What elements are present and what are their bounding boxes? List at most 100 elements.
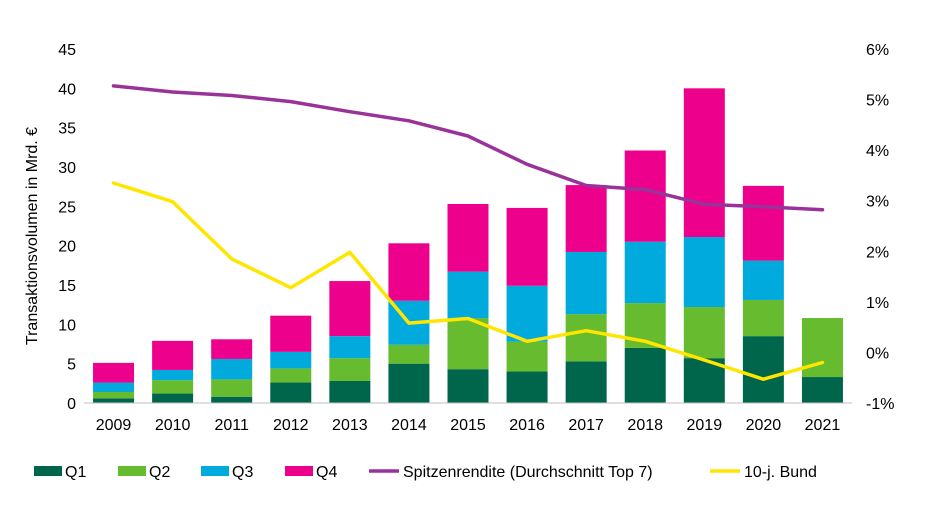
bar-q3-2017 <box>565 251 607 315</box>
y-left-tick-label: 30 <box>58 160 76 177</box>
legend-swatch <box>285 466 313 476</box>
bar-q4-2015 <box>447 203 489 272</box>
bar-q1-2011 <box>211 396 253 403</box>
line-10j-bund <box>111 181 825 381</box>
bar-q3-2013 <box>329 336 371 359</box>
bar-q3-2015 <box>447 271 489 319</box>
bar-q3-2011 <box>211 358 253 380</box>
bar-q4-2011 <box>211 339 253 359</box>
bar-q3-2016 <box>506 285 548 342</box>
legend-swatch <box>201 466 229 476</box>
bar-q2-2009 <box>93 391 135 399</box>
x-tick-label: 2019 <box>687 417 723 434</box>
y-right-tick-label: 5% <box>866 93 889 110</box>
line-spitzenrendite <box>111 84 825 212</box>
bar-q1-2017 <box>565 361 607 403</box>
y-right-tick-label: 4% <box>866 143 889 160</box>
x-tick-label: 2016 <box>509 417 545 434</box>
y-right-tick-label: 2% <box>866 244 889 261</box>
lines <box>111 84 825 381</box>
legend-label: 10-j. Bund <box>744 464 817 481</box>
legend-label: Q2 <box>149 464 170 481</box>
x-tick-label: 2015 <box>450 417 486 434</box>
x-tick-label: 2021 <box>805 417 841 434</box>
bar-q4-2020 <box>742 185 784 261</box>
bar-q4-2019 <box>683 88 725 238</box>
bar-q2-2013 <box>329 358 371 381</box>
bar-q2-2014 <box>388 344 430 364</box>
y-right-tick-label: 0% <box>866 345 889 362</box>
legend-swatch <box>118 466 146 476</box>
y-left-tick-label: 25 <box>58 199 76 216</box>
legend-label: Q1 <box>65 464 86 481</box>
bar-q2-2011 <box>211 379 253 397</box>
bar-q3-2020 <box>742 260 784 300</box>
bar-q4-2017 <box>565 185 607 252</box>
legend-label: Q4 <box>316 464 337 481</box>
bar-q3-2019 <box>683 237 725 308</box>
x-axis-ticks: 2009 2010 2011 2012 2013 2014 2015 2016 2017 2018… <box>96 417 841 434</box>
bar-q4-2014 <box>388 243 430 301</box>
bar-q4-2016 <box>506 207 548 286</box>
y-left-tick-label: 5 <box>67 357 76 374</box>
legend-q4: Q4 <box>285 464 337 481</box>
bar-q3-2012 <box>270 351 312 369</box>
legend-q3: Q3 <box>201 464 253 481</box>
bar-q1-2010 <box>152 393 194 403</box>
bar-q4-2010 <box>152 340 194 370</box>
bar-q2-2019 <box>683 307 725 359</box>
bar-q4-2018 <box>624 150 666 242</box>
bar-q4-2012 <box>270 315 312 352</box>
bar-q1-2015 <box>447 369 489 403</box>
bar-q2-2010 <box>152 380 194 394</box>
x-tick-label: 2017 <box>568 417 604 434</box>
y-right-tick-label: 6% <box>866 42 889 59</box>
y-left-tick-label: 40 <box>58 81 76 98</box>
bar-q2-2015 <box>447 318 489 370</box>
y-left-tick-label: 35 <box>58 121 76 138</box>
legend-10j-bund: 10-j. Bund <box>710 464 817 481</box>
bar-q4-2009 <box>93 362 135 383</box>
legend-swatch <box>34 466 62 476</box>
legend-label: Spitzenrendite (Durchschnitt Top 7) <box>403 464 653 481</box>
y-left-tick-label: 45 <box>58 42 76 59</box>
y-axis-left-label: Transaktionsvolumen in Mrd. € <box>24 127 41 345</box>
bar-q2-2020 <box>742 299 784 337</box>
x-tick-label: 2011 <box>214 417 249 434</box>
x-tick-label: 2009 <box>96 417 132 434</box>
y-right-tick-label: 3% <box>866 194 889 211</box>
y-axis-left-ticks: 0 5 10 15 20 25 30 35 40 45 <box>58 42 76 413</box>
y-left-tick-label: 0 <box>67 396 76 413</box>
x-tick-label: 2018 <box>627 417 663 434</box>
y-right-tick-label: 1% <box>866 295 889 312</box>
bar-q1-2009 <box>93 398 135 403</box>
bar-q2-2017 <box>565 314 607 362</box>
y-left-tick-label: 10 <box>58 317 76 334</box>
bar-q1-2016 <box>506 371 548 403</box>
bar-q3-2010 <box>152 369 194 381</box>
legend-q2: Q2 <box>118 464 170 481</box>
x-tick-label: 2012 <box>273 417 309 434</box>
y-left-tick-label: 20 <box>58 239 76 256</box>
bars <box>93 88 843 403</box>
bar-q1-2021 <box>801 377 843 403</box>
legend-spitzenrendite: Spitzenrendite (Durchschnitt Top 7) <box>369 464 653 481</box>
bar-q3-2018 <box>624 241 666 304</box>
y-left-tick-label: 15 <box>58 278 76 295</box>
x-tick-label: 2013 <box>332 417 368 434</box>
bar-q2-2012 <box>270 368 312 383</box>
bar-q4-2013 <box>329 281 371 337</box>
bar-q1-2014 <box>388 363 430 403</box>
legend: Q1 Q2 Q3 Q4 Spitzenrendite (Durchschnitt Top… <box>34 464 817 481</box>
x-tick-label: 2014 <box>391 417 427 434</box>
y-axis-right-ticks: -1% 0% 1% 2% 3% 4% 5% 6% <box>866 42 894 413</box>
x-tick-label: 2010 <box>155 417 191 434</box>
legend-q1: Q1 <box>34 464 86 481</box>
bar-q2-2016 <box>506 341 548 372</box>
y-right-tick-label: -1% <box>866 396 894 413</box>
legend-label: Q3 <box>232 464 253 481</box>
bar-q3-2009 <box>93 382 135 392</box>
x-tick-label: 2020 <box>746 417 782 434</box>
bar-q1-2013 <box>329 380 371 403</box>
